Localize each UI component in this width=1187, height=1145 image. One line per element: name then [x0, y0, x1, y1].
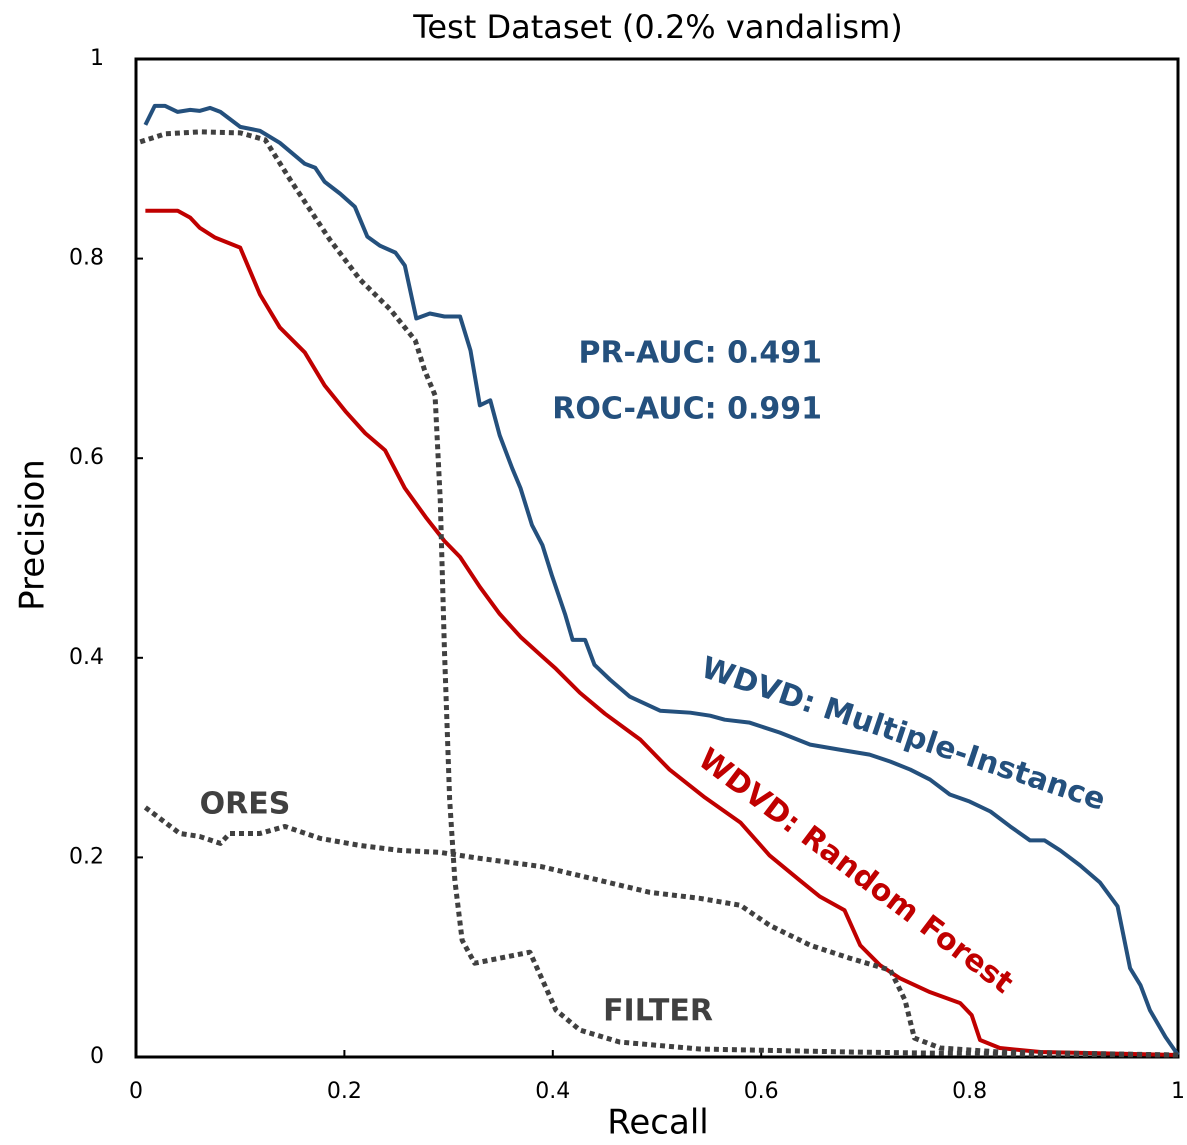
x-tick-label: 0.4 [535, 1079, 570, 1104]
annotation: PR-AUC: 0.491 [578, 336, 822, 371]
y-tick-label: 0 [90, 1044, 104, 1069]
x-tick-label: 0.2 [327, 1079, 362, 1104]
y-tick-label: 0.8 [69, 246, 104, 271]
x-tick-label: 0.6 [744, 1079, 779, 1104]
y-tick-label: 0.2 [69, 844, 104, 869]
series-line [143, 805, 1179, 1058]
series-label: ORES [200, 787, 291, 822]
y-tick-label: 0.4 [69, 645, 104, 670]
series-line [145, 208, 1179, 1057]
series-line [143, 103, 1180, 1057]
y-tick-label: 0.6 [69, 445, 104, 470]
series-label: FILTER [603, 994, 713, 1029]
x-tick-label: 1 [1171, 1079, 1185, 1104]
chart-title: Test Dataset (0.2% vandalism) [412, 8, 902, 46]
series-line [139, 129, 1179, 1058]
x-axis-label: Recall [607, 1103, 708, 1143]
y-tick-label: 1 [90, 46, 104, 71]
y-axis-label: Precision [13, 459, 53, 611]
x-tick-label: 0 [129, 1079, 143, 1104]
annotation: ROC-AUC: 0.991 [552, 392, 822, 427]
x-tick-label: 0.8 [952, 1079, 987, 1104]
plot-frame [134, 57, 1180, 1059]
